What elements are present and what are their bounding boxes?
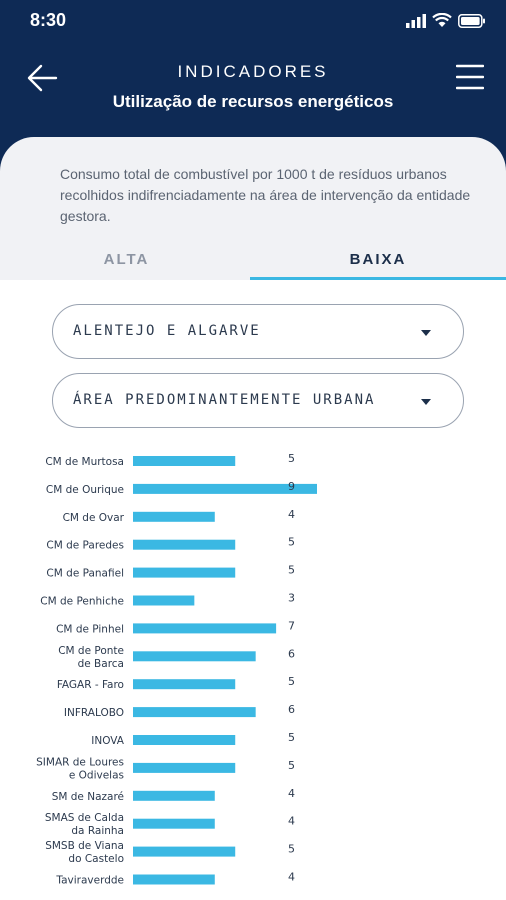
arrow-left-icon[interactable] [26, 61, 60, 95]
value-label-7: 6 [288, 647, 295, 660]
value-label-4: 5 [288, 564, 295, 577]
value-label-1: 9 [288, 480, 295, 493]
bar-3 [133, 539, 236, 550]
bar-14 [133, 846, 236, 857]
category-label-0: CM de Murtosa [45, 456, 124, 468]
category-label-6: CM de Pinhel [56, 623, 124, 635]
category-label-9: INFRALOBO [64, 707, 124, 719]
value-label-5: 3 [288, 592, 295, 605]
bar-7 [133, 651, 256, 662]
category-label-14: SMSB de Viana do Castelo [45, 840, 124, 865]
tab-baixa-label: BAIXA [349, 251, 407, 268]
value-label-2: 4 [288, 508, 295, 521]
category-label-13: SMAS de Calda da Rainha [45, 812, 124, 837]
category-label-12: SM de Nazaré [52, 791, 124, 803]
indicator-description: Consumo total de combustível por 1000 t … [60, 166, 471, 224]
area-select[interactable]: ÁREA PREDOMINANTEMENTE URBANA [52, 373, 464, 428]
battery-icon [458, 13, 485, 28]
bar-8 [133, 679, 236, 690]
value-label-11: 5 [288, 759, 295, 772]
wifi-icon [432, 13, 452, 27]
category-label-15: Taviraverdde [55, 875, 124, 887]
bar-9 [133, 707, 256, 718]
category-label-5: CM de Penhiche [40, 596, 124, 608]
value-label-6: 7 [288, 619, 295, 632]
bar-chart-svg: 5 CM de Murtosa 9 CM de Ourique 4 CM de Ovar 5… [36, 452, 317, 887]
chevron-down-icon [421, 399, 431, 405]
value-label-13: 4 [288, 815, 295, 828]
tab-baixa[interactable]: BAIXA [250, 247, 506, 280]
page-title: INDICADORES [177, 62, 329, 81]
category-label-2: CM de Ovar [63, 512, 125, 524]
value-label-9: 6 [288, 703, 295, 716]
page-subtitle: Utilização de recursos energéticos [112, 92, 394, 111]
value-label-8: 5 [288, 675, 295, 688]
status-time: 8:30 [30, 10, 67, 30]
tab-bar: ALTA BAIXA [0, 247, 506, 280]
region-select-value: ALENTEJO E ALGARVE [73, 323, 261, 339]
value-label-3: 5 [288, 536, 295, 549]
indicator-description-panel: Consumo total de combustível por 1000 t … [0, 137, 506, 280]
value-label-0: 5 [288, 452, 295, 465]
tab-active-indicator [250, 277, 506, 280]
status-bar: 8:30 [0, 10, 506, 36]
bar-4 [133, 567, 236, 578]
area-select-value: ÁREA PREDOMINANTEMENTE URBANA [73, 392, 376, 408]
category-label-10: INOVA [91, 735, 125, 747]
value-label-10: 5 [288, 731, 295, 744]
bar-11 [133, 762, 236, 773]
bar-0 [133, 456, 236, 466]
bar-13 [133, 818, 215, 829]
tab-alta[interactable]: ALTA [103, 251, 150, 268]
bar-6 [133, 623, 277, 634]
bar-2 [133, 511, 215, 522]
chevron-down-icon [421, 330, 431, 336]
value-label-12: 4 [288, 787, 295, 800]
bar-15 [133, 874, 215, 885]
category-label-7: CM de Ponte de Barca [58, 645, 124, 670]
bar-10 [133, 735, 236, 745]
status-icons [406, 13, 486, 28]
category-label-3: CM de Paredes [46, 540, 124, 552]
bar-chart: 5 CM de Murtosa 9 CM de Ourique 4 CM de Ovar 5… [0, 445, 506, 900]
category-label-1: CM de Ourique [46, 484, 124, 496]
value-label-14: 5 [288, 843, 295, 856]
bar-12 [133, 790, 215, 801]
value-label-15: 4 [288, 871, 295, 884]
hamburger-menu-icon[interactable] [456, 63, 484, 91]
region-select[interactable]: ALENTEJO E ALGARVE [52, 304, 464, 359]
bar-5 [133, 595, 195, 606]
category-label-4: CM de Panafiel [46, 568, 124, 580]
category-label-11: SIMAR de Loures e Odivelas [36, 756, 124, 781]
nav-bar: INDICADORES Utilização de recursos energ… [0, 55, 506, 125]
bar-1 [133, 483, 317, 494]
category-label-8: FAGAR - Faro [57, 679, 124, 691]
signal-icon [406, 13, 426, 28]
